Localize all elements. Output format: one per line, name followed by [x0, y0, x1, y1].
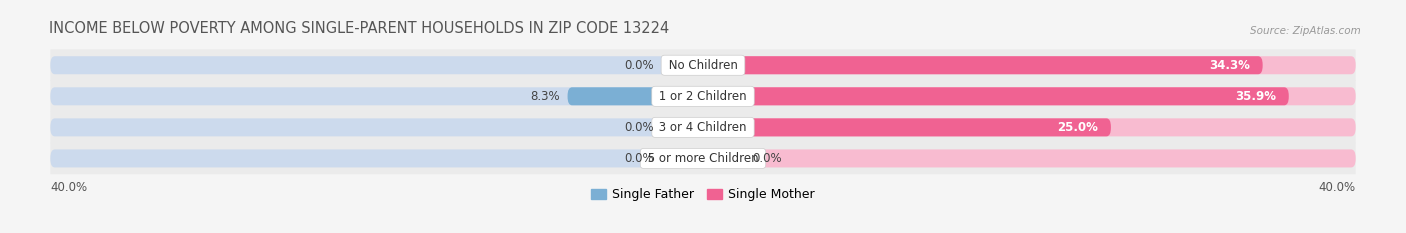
Text: 40.0%: 40.0% [1319, 181, 1355, 194]
Text: Source: ZipAtlas.com: Source: ZipAtlas.com [1250, 26, 1361, 36]
FancyBboxPatch shape [51, 56, 703, 74]
Text: 3 or 4 Children: 3 or 4 Children [655, 121, 751, 134]
FancyBboxPatch shape [662, 149, 703, 168]
Text: 25.0%: 25.0% [1057, 121, 1098, 134]
Text: 0.0%: 0.0% [624, 121, 654, 134]
Legend: Single Father, Single Mother: Single Father, Single Mother [586, 183, 820, 206]
FancyBboxPatch shape [51, 49, 1355, 81]
FancyBboxPatch shape [703, 56, 1263, 74]
Text: 0.0%: 0.0% [624, 59, 654, 72]
FancyBboxPatch shape [703, 149, 744, 168]
FancyBboxPatch shape [703, 87, 1355, 105]
Text: 8.3%: 8.3% [530, 90, 560, 103]
Text: 40.0%: 40.0% [51, 181, 87, 194]
Text: No Children: No Children [665, 59, 741, 72]
Text: 5 or more Children: 5 or more Children [644, 152, 762, 165]
FancyBboxPatch shape [703, 56, 1355, 74]
Text: 0.0%: 0.0% [752, 152, 782, 165]
FancyBboxPatch shape [568, 87, 703, 105]
FancyBboxPatch shape [703, 87, 1289, 105]
FancyBboxPatch shape [51, 149, 703, 168]
Text: 35.9%: 35.9% [1234, 90, 1275, 103]
FancyBboxPatch shape [51, 87, 703, 105]
FancyBboxPatch shape [51, 112, 1355, 143]
Text: INCOME BELOW POVERTY AMONG SINGLE-PARENT HOUSEHOLDS IN ZIP CODE 13224: INCOME BELOW POVERTY AMONG SINGLE-PARENT… [49, 21, 669, 36]
FancyBboxPatch shape [51, 80, 1355, 112]
Text: 0.0%: 0.0% [624, 152, 654, 165]
FancyBboxPatch shape [51, 143, 1355, 174]
FancyBboxPatch shape [662, 56, 703, 74]
Text: 1 or 2 Children: 1 or 2 Children [655, 90, 751, 103]
FancyBboxPatch shape [51, 118, 703, 136]
FancyBboxPatch shape [703, 118, 1111, 136]
FancyBboxPatch shape [703, 118, 1355, 136]
Text: 34.3%: 34.3% [1209, 59, 1250, 72]
FancyBboxPatch shape [662, 118, 703, 136]
FancyBboxPatch shape [703, 149, 1355, 168]
